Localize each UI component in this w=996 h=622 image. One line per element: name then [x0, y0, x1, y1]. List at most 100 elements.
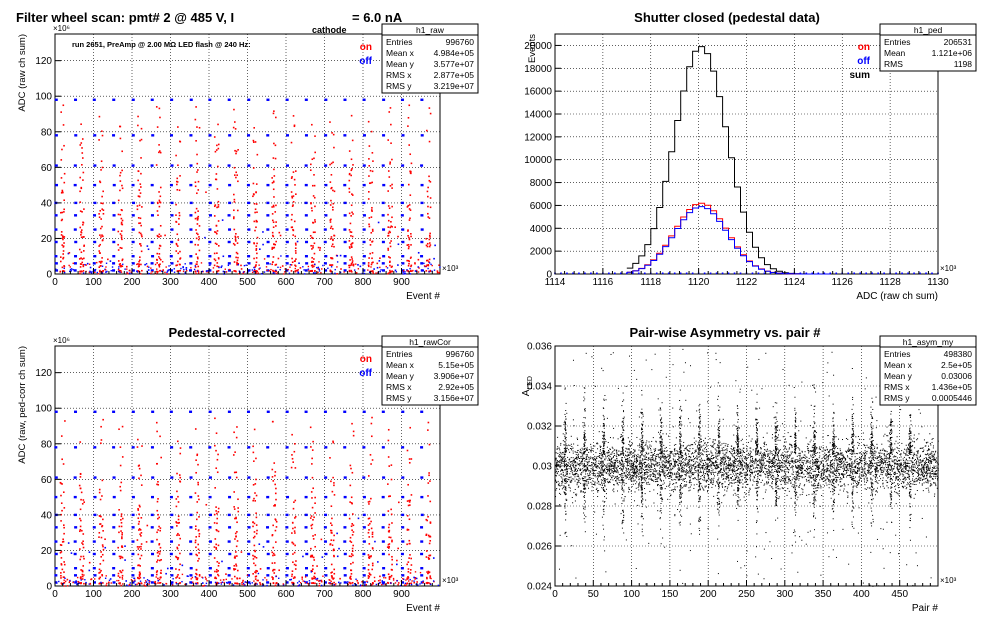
data-point-on — [79, 472, 82, 475]
data-point-on — [330, 505, 333, 507]
data-point-off — [227, 240, 231, 244]
data-point — [872, 475, 874, 477]
x-tick-label: 1116 — [592, 277, 613, 288]
data-point — [903, 477, 905, 479]
data-point-on — [273, 243, 275, 245]
data-point-off — [189, 540, 193, 543]
data-point — [749, 488, 751, 490]
data-point-on — [236, 531, 238, 533]
data-point-on — [83, 582, 85, 585]
stats-value: 3.156e+07 — [434, 393, 475, 403]
data-point-on — [253, 460, 255, 462]
data-point-stray — [374, 540, 376, 543]
x-tick-label: 1118 — [640, 277, 661, 288]
data-point-on — [271, 261, 274, 263]
data-point-off — [169, 552, 173, 556]
data-point — [676, 482, 678, 484]
data-point-on — [235, 232, 237, 235]
data-point-on — [312, 519, 314, 521]
baseline-point — [620, 272, 622, 275]
data-point — [897, 466, 899, 468]
data-point — [604, 470, 606, 472]
data-point-low — [117, 579, 120, 582]
data-point-on — [63, 270, 66, 273]
data-point-low — [407, 580, 410, 582]
data-point-off — [189, 476, 193, 479]
data-point-on — [291, 532, 293, 534]
data-point-on — [371, 568, 374, 571]
data-point — [792, 469, 794, 471]
data-point — [830, 483, 832, 485]
data-point — [556, 448, 558, 450]
data-point — [561, 477, 563, 479]
data-point — [623, 465, 625, 467]
data-point — [784, 461, 786, 463]
data-point-on — [233, 166, 236, 169]
data-point-low — [191, 576, 194, 579]
data-point-stray — [66, 578, 69, 581]
data-point-off — [170, 214, 174, 217]
data-point-on — [429, 232, 431, 235]
data-point-on — [141, 235, 143, 238]
data-point — [672, 468, 674, 470]
data-point-low — [80, 579, 82, 581]
data-point-low — [317, 266, 320, 269]
data-point-on — [140, 263, 142, 266]
data-point — [565, 463, 567, 465]
data-point — [858, 480, 860, 482]
data-point — [626, 476, 628, 478]
data-point — [905, 478, 907, 480]
data-point — [664, 458, 666, 460]
data-point — [598, 490, 600, 492]
data-point — [869, 438, 871, 440]
data-point-low — [430, 577, 432, 580]
y-axis-title: ADC (raw, ped-corr ch sum) — [17, 346, 28, 464]
data-point — [830, 463, 832, 465]
data-point — [832, 472, 834, 474]
data-point — [887, 468, 889, 470]
data-point-on — [64, 420, 66, 422]
data-point-on — [255, 257, 258, 259]
data-point — [856, 452, 858, 454]
data-point-low — [268, 270, 271, 272]
data-point-on — [177, 239, 180, 241]
data-point-on — [61, 189, 64, 192]
data-point-on — [234, 128, 237, 130]
data-point — [557, 468, 559, 470]
data-point-on — [140, 244, 142, 247]
data-point-on — [197, 244, 199, 246]
data-point — [671, 476, 673, 478]
data-point — [871, 465, 873, 467]
data-point-low — [253, 271, 255, 273]
data-point-on — [370, 209, 373, 211]
data-point-on — [120, 236, 123, 239]
data-point-on — [389, 576, 392, 578]
data-point — [674, 462, 676, 464]
data-point-on — [311, 555, 314, 558]
data-point-low — [145, 263, 148, 265]
y-tick-label: 2000 — [530, 247, 553, 258]
data-point-low — [386, 267, 389, 269]
data-point — [735, 458, 737, 460]
data-point-on — [159, 186, 162, 189]
data-points — [555, 348, 939, 587]
data-point-on — [255, 494, 258, 497]
data-point-on — [350, 158, 353, 161]
data-point-on — [235, 563, 237, 566]
data-point — [789, 475, 791, 477]
data-point-off — [54, 567, 58, 570]
data-point-on — [255, 264, 257, 266]
data-point — [922, 447, 924, 449]
data-point-on — [311, 237, 314, 240]
data-point-on — [390, 240, 392, 242]
data-point-on — [98, 216, 101, 219]
data-point — [807, 460, 809, 462]
data-point-on — [118, 531, 120, 534]
data-point — [812, 463, 814, 465]
data-point — [577, 454, 579, 456]
data-point — [929, 475, 931, 477]
data-point-off — [382, 134, 386, 137]
data-point-stray — [126, 272, 129, 275]
data-point — [899, 464, 901, 466]
data-point-off — [401, 240, 405, 244]
